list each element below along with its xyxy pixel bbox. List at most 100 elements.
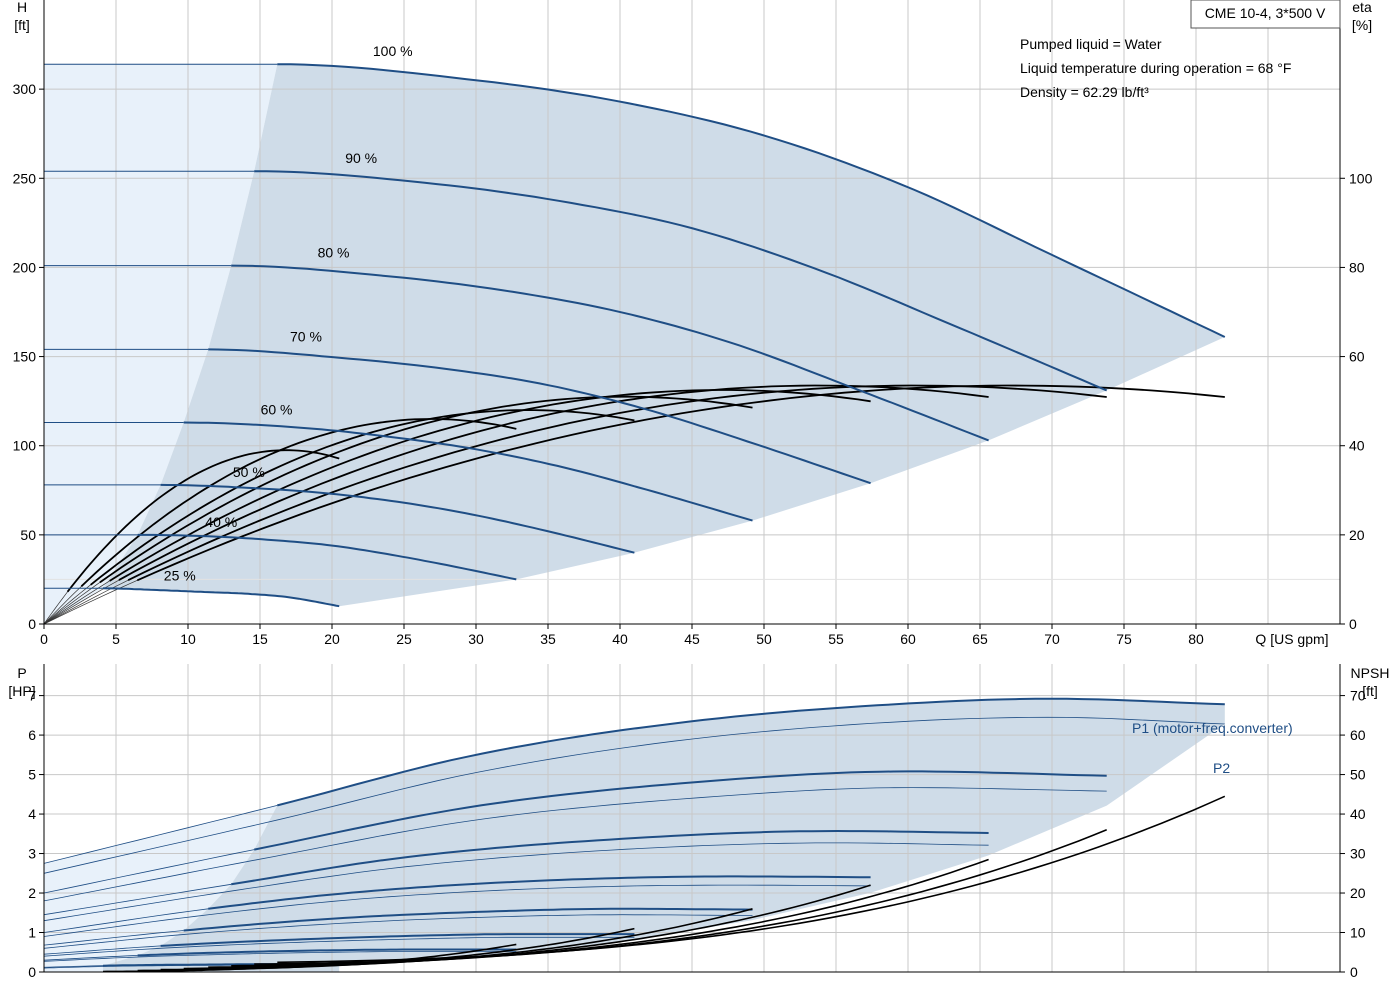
y-tick-label: 200 <box>13 259 37 275</box>
plot-frame <box>43 664 1341 973</box>
y-tick-label-right: 30 <box>1350 846 1366 862</box>
x-tick-label: 15 <box>252 631 268 647</box>
y-tick-label: 150 <box>13 349 37 365</box>
p1-curve <box>183 907 753 932</box>
head-curve <box>254 170 1108 392</box>
efficiency-curve <box>99 395 753 584</box>
efficiency-curve <box>66 449 340 593</box>
x-tick-label: 60 <box>900 631 916 647</box>
y-tick-label-right: 60 <box>1349 349 1365 365</box>
y-tick-label-right: 0 <box>1350 964 1358 980</box>
y-axis-label-right: NPSH <box>1351 665 1390 681</box>
efficiency-curve <box>136 384 1225 582</box>
x-tick-label: 50 <box>756 631 772 647</box>
y-tick-label: 100 <box>13 438 37 454</box>
head-curve <box>160 483 635 554</box>
x-tick-label: 5 <box>112 631 120 647</box>
p1-curve-thin <box>43 908 209 933</box>
operating-area-polygon <box>103 64 1225 607</box>
p1-curve-thin <box>43 955 138 961</box>
speed-label: 90 % <box>345 150 377 166</box>
y-tick-label: 5 <box>28 767 36 783</box>
y-tick-label-right: 40 <box>1350 806 1366 822</box>
y-tick-label: 2 <box>28 885 36 901</box>
y-tick-label-right: 100 <box>1349 170 1373 186</box>
y-tick-label-right: 80 <box>1349 259 1365 275</box>
y-tick-label: 250 <box>13 170 37 186</box>
y-axis-unit-right: [%] <box>1352 17 1372 33</box>
y-tick-label: 50 <box>20 527 36 543</box>
light-operating-area <box>44 805 278 972</box>
p1-curve-thin <box>43 805 278 864</box>
efficiency-curve <box>118 384 989 581</box>
operating-area <box>103 64 1225 607</box>
x-tick-label: 10 <box>180 631 196 647</box>
p1-curve-thin <box>43 965 104 968</box>
x-tick-label: 80 <box>1188 631 1204 647</box>
light-area-polygon <box>44 64 278 624</box>
x-tick-label: 55 <box>828 631 844 647</box>
p1-curve <box>277 697 1225 807</box>
speed-labels: 100 % 90 % 80 % 70 % 60 % 50 % 40 % 25 % <box>164 43 413 583</box>
operating-area-polygon <box>103 698 1225 972</box>
x-tick-label: 25 <box>396 631 412 647</box>
npsh-curves <box>102 795 1226 973</box>
tick-labels: 0 5 10 15 20 25 30 35 40 45 50 55 60 65 70 75 80 0 50 100 15… <box>13 81 1373 647</box>
y-axis-unit-left: [ft] <box>14 17 30 33</box>
speed-label: 60 % <box>261 402 293 418</box>
light-area-polygon <box>44 805 278 972</box>
speed-label: 70 % <box>290 328 322 344</box>
y-tick-label: 1 <box>28 925 36 941</box>
x-tick-label: 0 <box>40 631 48 647</box>
x-axis-label: Q [US gpm] <box>1255 631 1328 647</box>
head-efficiency-chart: 0 5 10 15 20 25 30 35 40 45 50 55 60 65 70 75 80 0 50 100 15… <box>13 0 1373 647</box>
y-tick-label: 6 <box>28 727 36 743</box>
p1-curve-thin <box>43 883 232 916</box>
head-curve <box>183 421 753 522</box>
y-axis-unit-left: [HP] <box>8 683 35 699</box>
y-tick-label-right: 10 <box>1350 925 1366 941</box>
head-curve <box>137 533 517 581</box>
head-curves <box>44 63 1226 608</box>
x-tick-label: 35 <box>540 631 556 647</box>
x-tick-label: 45 <box>684 631 700 647</box>
operating-area <box>103 698 1225 972</box>
y-tick-label-right: 20 <box>1350 885 1366 901</box>
y-axis-label-left: P <box>17 665 26 681</box>
y-tick-label: 7 <box>28 688 36 704</box>
head-curve <box>208 348 871 485</box>
p1-curve <box>208 875 871 910</box>
y-tick-label: 0 <box>28 616 36 632</box>
p2-curve <box>43 914 753 949</box>
note-liquid-temperature: Liquid temperature during operation = 68… <box>1020 60 1291 76</box>
x-tick-label: 30 <box>468 631 484 647</box>
note-density: Density = 62.29 lb/ft³ <box>1020 84 1149 100</box>
x-tick-label: 70 <box>1044 631 1060 647</box>
y-tick-label: 4 <box>28 806 36 822</box>
speed-label: 80 % <box>318 245 350 261</box>
y-tick-label-right: 0 <box>1349 616 1357 632</box>
p2-curve <box>43 884 871 937</box>
efficiency-curve <box>127 384 1107 582</box>
light-operating-area <box>44 64 278 624</box>
title-box <box>1190 0 1341 29</box>
p1-curve <box>231 829 989 886</box>
p1-curve <box>160 933 635 947</box>
x-tick-label: 75 <box>1116 631 1132 647</box>
y-tick-label: 3 <box>28 846 36 862</box>
head-curve <box>231 264 989 442</box>
speed-label: 50 % <box>233 464 265 480</box>
y-tick-label-right: 70 <box>1350 688 1366 704</box>
y-axis-unit-right: [ft] <box>1362 683 1378 699</box>
y-tick-label: 0 <box>28 964 36 980</box>
note-pumped-liquid: Pumped liquid = Water <box>1020 36 1162 52</box>
grid <box>44 664 1340 972</box>
y-axis-label-left: H <box>17 0 27 15</box>
power-curves <box>43 697 1225 969</box>
p1-series-label: P1 (motor+freq.converter) <box>1132 720 1293 736</box>
x-tick-label: 65 <box>972 631 988 647</box>
x-tick-label: 20 <box>324 631 340 647</box>
efficiency-curve <box>90 409 635 586</box>
